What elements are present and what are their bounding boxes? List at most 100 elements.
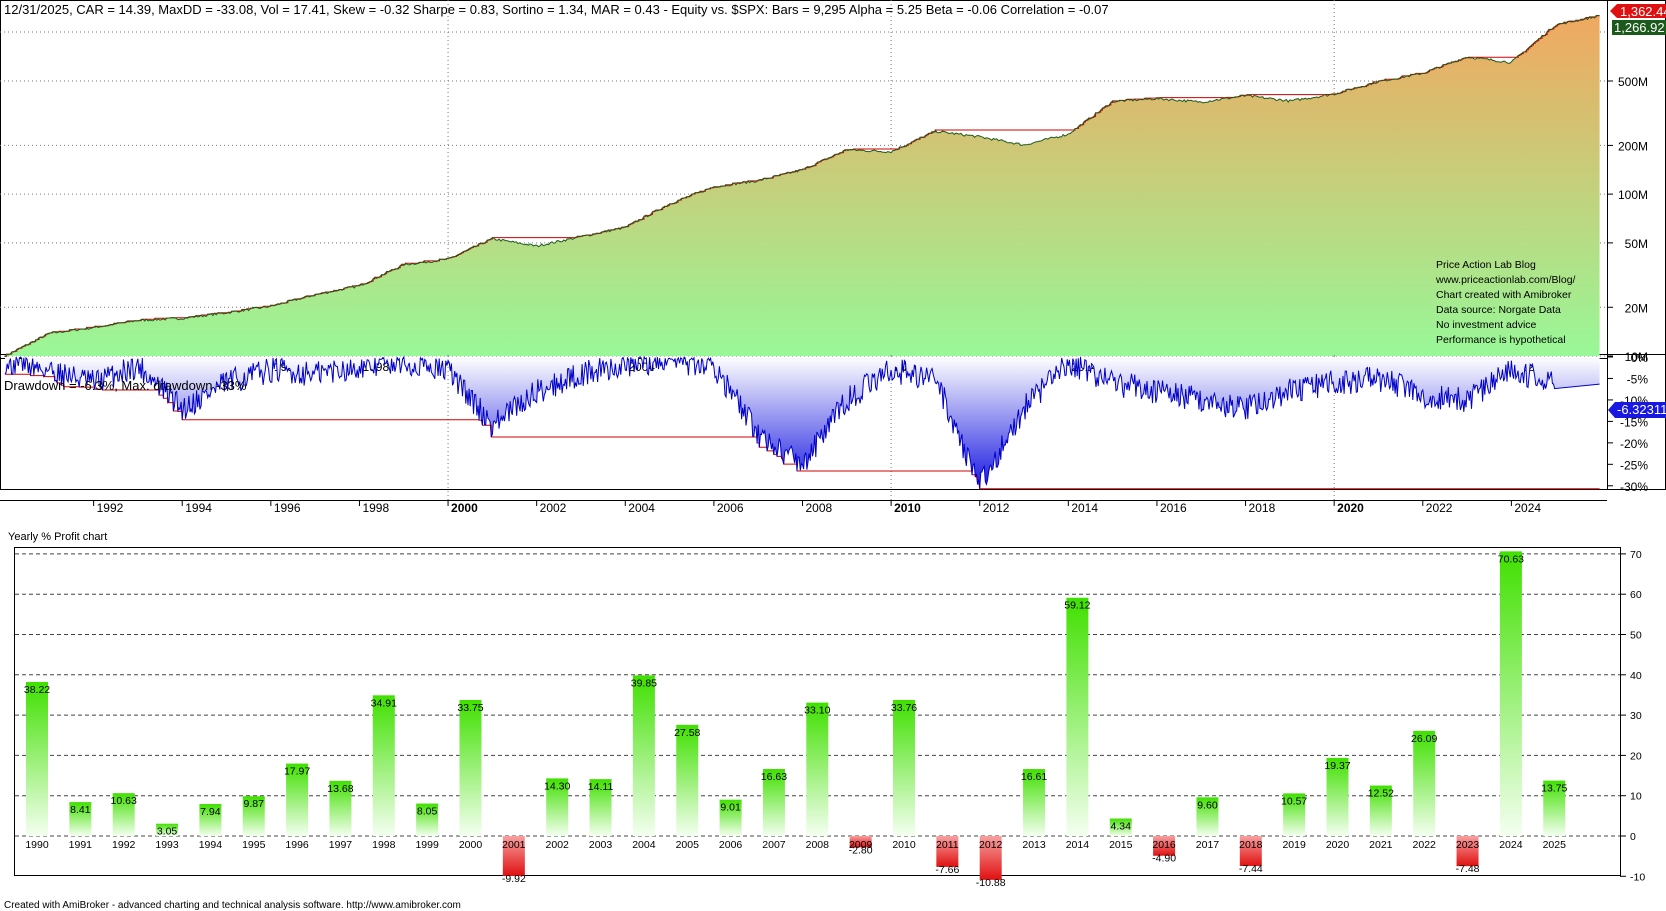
year-value-2024: 70.63 [1498,553,1524,565]
equity-y-label-20M: 20M [1625,301,1648,315]
year-label-2013: 2013 [1022,839,1046,851]
year-bar-2010 [893,699,915,836]
year-label-1996: 1996 [285,839,309,851]
year-label-1998: 1998 [372,839,396,851]
drawdown-y-label-0: 0% [1631,351,1649,365]
drawdown-y-label-5: -25% [1620,458,1648,472]
year-label-1999: 1999 [415,839,439,851]
yearly-grid [15,553,1620,837]
note-line-6: Performance is hypothetical [1436,334,1566,346]
year-value-2022: 26.09 [1411,733,1437,745]
year-value-1997: 13.68 [327,783,353,795]
year-value-2006: 9.01 [720,802,741,814]
year-bar-2022 [1413,730,1436,836]
equity-y-label-200M: 200M [1618,139,1648,153]
note-line-4: Data source: Norgate Data [1436,304,1561,316]
year-label-2024: 2024 [1499,839,1523,851]
yearly-y-axis: 70 60 50 40 30 20 10 0 -10 [1620,549,1645,883]
year-value-1996: 17.97 [284,766,310,778]
drawdown-plot [4,355,1600,490]
yearly-title: Yearly % Profit chart [8,531,107,543]
drawdown-x-axis: 1992 1994 1996 1998 2000 2002 2004 2006 2008 2010… [93,500,1541,515]
drawdown-x-label-2004: 2004 [628,501,655,515]
drawdown-x-label-2008: 2008 [806,501,833,515]
price-tag-top-label: 1,362.44 [1620,4,1666,19]
year-value-1995: 9.87 [244,798,265,810]
year-bar-1998 [372,695,395,836]
drawdown-area [5,357,1600,489]
year-value-1990: 38.22 [24,684,50,696]
year-bar-1992 [112,793,135,836]
year-bar-2003 [589,779,612,836]
year-label-1992: 1992 [112,839,136,851]
drawdown-x-label-2002: 2002 [540,501,567,515]
year-value-1991: 8.41 [70,804,91,816]
year-value-2001: -9.92 [502,873,526,885]
price-tag-bottom: 1,266.92 [1612,20,1666,35]
year-label-2023: 2023 [1456,839,1480,851]
yearly-y-label-30: 30 [1630,710,1642,722]
yearly-y-label-0: 0 [1630,831,1636,843]
year-label-2001: 2001 [502,839,526,851]
year-value-1993: 3.05 [157,826,178,838]
yearly-y-label--10: -10 [1630,871,1645,883]
year-label-1997: 1997 [329,839,353,851]
equity-y-label-10M: 10M [1625,350,1648,364]
drawdown-x-label-2020: 2020 [1337,501,1364,515]
drawdown-y-label-6: -30% [1620,480,1648,494]
drawdown-current-tag: -6.32311 [1608,402,1666,418]
drawdown-x-label-2024: 2024 [1514,501,1541,515]
note-line-5: No investment advice [1436,319,1537,331]
drawdown-y-label-3: -15% [1620,415,1648,429]
drawdown-x-label-1996: 1996 [274,501,301,515]
year-value-2004: 39.85 [631,677,657,689]
year-value-2003: 14.11 [588,781,614,793]
year-value-2019: 10.57 [1281,795,1307,807]
year-value-2012: -10.88 [976,877,1006,889]
year-bar-1994 [199,804,222,836]
year-label-1990: 1990 [25,839,49,851]
year-bar-1990 [26,681,48,836]
drawdown-current-label: -6.32311 [1617,402,1666,417]
yearly-y-label-70: 70 [1630,549,1642,561]
year-label-1994: 1994 [199,839,223,851]
year-bar-1993 [156,823,179,836]
year-bar-2006 [719,799,742,836]
drawdown-x-label-2018: 2018 [1249,501,1276,515]
year-bar-2011 [936,836,959,867]
year-value-2016: -4.90 [1152,853,1176,865]
drawdown-x-label-2014: 2014 [1071,501,1098,515]
yearly-panel-frame [14,547,1621,876]
year-label-2008: 2008 [806,839,830,851]
note-line-3: Chart created with Amibroker [1436,289,1572,301]
year-label-2010: 2010 [892,839,916,851]
equity-line [4,14,1600,358]
drawdown-y-axis: 0%-5%-10%-15%-20%-25%-30% [1607,351,1648,494]
drawdown-x-label-2012: 2012 [983,501,1010,515]
year-label-2009: 2009 [849,839,873,851]
year-bar-1996 [286,763,309,836]
footer-credit: Created with AmiBroker - advanced charti… [4,900,461,911]
year-bar-2023 [1456,836,1479,867]
year-label-2015: 2015 [1109,839,1133,851]
year-bar-2013 [1023,769,1046,836]
year-bar-2016 [1153,836,1176,856]
year-value-2009: -2.80 [849,844,873,856]
year-value-2010: 33.76 [891,702,917,714]
year-label-2017: 2017 [1196,839,1220,851]
equity-y-label-500M: 500M [1618,75,1648,89]
year-bar-2009 [849,836,872,848]
equity-y-axis: 500M 200M 100M 50M 20M 10M [1607,75,1648,364]
year-bar-2012 [979,836,1002,880]
year-bar-2000 [459,699,482,836]
price-tag-top: 1,362.44 [1610,4,1666,19]
year-value-2015: 4.34 [1111,821,1132,833]
year-bar-1997 [329,780,352,836]
year-label-2005: 2005 [676,839,700,851]
year-value-2005: 27.58 [674,727,700,739]
year-value-2008: 33.10 [804,705,830,717]
year-value-1998: 34.91 [371,697,397,709]
year-label-2004: 2004 [632,839,656,851]
